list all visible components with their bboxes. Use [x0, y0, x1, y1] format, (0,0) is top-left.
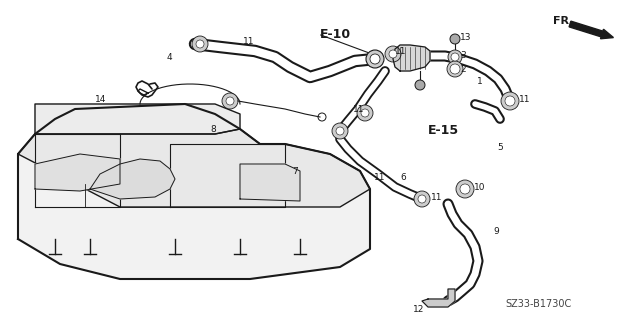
Circle shape: [414, 191, 430, 207]
Text: 11: 11: [374, 173, 385, 182]
Text: 7: 7: [292, 167, 298, 176]
Text: E-10: E-10: [320, 27, 351, 41]
Text: 2: 2: [460, 64, 466, 73]
Circle shape: [226, 97, 234, 105]
Circle shape: [332, 123, 348, 139]
Polygon shape: [18, 104, 370, 279]
Circle shape: [336, 127, 344, 135]
Polygon shape: [393, 45, 430, 71]
Text: 1: 1: [477, 77, 483, 85]
Circle shape: [222, 93, 238, 109]
Circle shape: [450, 64, 460, 74]
Circle shape: [451, 53, 459, 61]
Text: 11: 11: [431, 192, 442, 202]
Circle shape: [366, 50, 384, 68]
Circle shape: [447, 61, 463, 77]
Polygon shape: [90, 159, 175, 199]
Polygon shape: [35, 154, 120, 191]
Text: 8: 8: [210, 124, 216, 133]
Circle shape: [505, 96, 515, 106]
Circle shape: [456, 180, 474, 198]
Text: 10: 10: [474, 183, 486, 192]
Circle shape: [501, 92, 519, 110]
Text: 6: 6: [400, 173, 406, 182]
Circle shape: [448, 50, 462, 64]
Circle shape: [370, 54, 380, 64]
Text: 5: 5: [497, 143, 503, 152]
Polygon shape: [18, 129, 370, 207]
Circle shape: [450, 34, 460, 44]
Text: 9: 9: [493, 227, 499, 236]
Text: 12: 12: [413, 305, 424, 314]
Text: 11: 11: [243, 38, 255, 47]
Text: 14: 14: [95, 94, 106, 103]
Circle shape: [460, 184, 470, 194]
Polygon shape: [422, 289, 455, 307]
Text: E-15: E-15: [428, 123, 459, 137]
Circle shape: [196, 40, 204, 48]
Circle shape: [192, 36, 208, 52]
Circle shape: [357, 105, 373, 121]
Circle shape: [389, 50, 397, 58]
Text: 11: 11: [519, 94, 531, 103]
Text: 13: 13: [460, 33, 472, 42]
Text: SZ33-B1730C: SZ33-B1730C: [505, 299, 572, 309]
Text: 3: 3: [460, 51, 466, 61]
Text: 11: 11: [353, 105, 365, 114]
Polygon shape: [35, 104, 240, 134]
Circle shape: [415, 80, 425, 90]
FancyArrow shape: [569, 21, 614, 39]
Text: 4: 4: [167, 53, 173, 62]
Circle shape: [418, 195, 426, 203]
Text: 11: 11: [395, 48, 406, 56]
Circle shape: [385, 46, 401, 62]
Circle shape: [361, 109, 369, 117]
Text: FR.: FR.: [553, 16, 573, 26]
Polygon shape: [240, 164, 300, 201]
